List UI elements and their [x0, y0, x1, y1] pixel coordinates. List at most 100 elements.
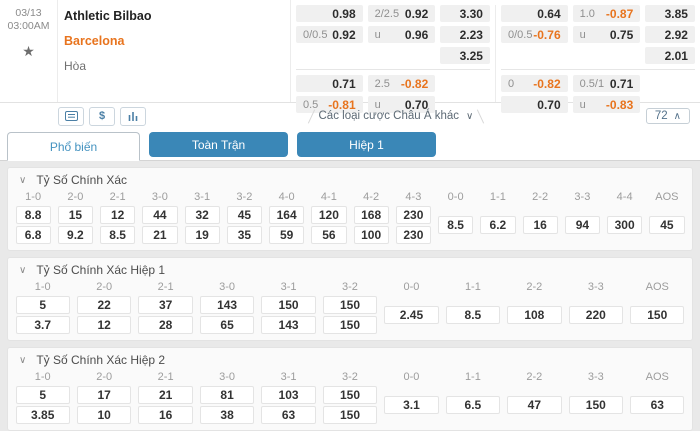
- tab-popular[interactable]: Phổ biến: [7, 132, 140, 161]
- score-odds-cell[interactable]: 6.2: [480, 216, 516, 234]
- score-odds-cell[interactable]: 9.2: [57, 226, 93, 244]
- stats-button[interactable]: [120, 106, 146, 126]
- score-odds-cell[interactable]: 3.1: [384, 396, 439, 414]
- score-odds-cell[interactable]: 6.8: [15, 226, 51, 244]
- score-odds-cell[interactable]: 63: [630, 396, 685, 414]
- score-odds-cell[interactable]: 59: [269, 226, 305, 244]
- score-odds-cell[interactable]: 150: [261, 296, 316, 314]
- over-under-odds-cell[interactable]: u 0.75: [572, 26, 641, 43]
- handicap-odds-cell[interactable]: 0.71: [296, 75, 363, 92]
- over-under-odds-cell[interactable]: 1.0 -0.87: [572, 5, 641, 22]
- score-odds-cell[interactable]: 300: [607, 216, 643, 234]
- handicap-odds-cell[interactable]: 0/0.5 0.92: [296, 26, 363, 43]
- score-header: 2-0: [67, 191, 84, 203]
- score-odds-cell[interactable]: 150: [568, 396, 624, 414]
- score-odds-cell[interactable]: 150: [630, 306, 685, 324]
- score-odds-cell[interactable]: 32: [184, 206, 220, 224]
- score-odds-cell[interactable]: 56: [311, 226, 347, 244]
- score-odds-cell[interactable]: 143: [261, 316, 316, 334]
- odds-1x2-cell[interactable]: 3.25: [440, 47, 490, 64]
- score-odds-cell[interactable]: 5: [15, 296, 70, 314]
- score-single-wrap: 2.45: [381, 295, 442, 335]
- score-odds-cell[interactable]: 108: [507, 306, 562, 324]
- score-odds-cell[interactable]: 3.85: [15, 406, 70, 424]
- score-odds-cell[interactable]: 16: [138, 406, 193, 424]
- score-odds-cell[interactable]: 21: [142, 226, 178, 244]
- score-odds-cell[interactable]: 6.5: [445, 396, 501, 414]
- score-odds-cell[interactable]: 8.5: [100, 226, 136, 244]
- score-odds-cell[interactable]: 38: [199, 406, 255, 424]
- score-odds-cell[interactable]: 164: [269, 206, 305, 224]
- over-under-odds-cell[interactable]: u -0.83: [572, 96, 641, 113]
- score-odds-cell[interactable]: 45: [649, 216, 685, 234]
- odds-1x2-cell[interactable]: 2.23: [440, 26, 490, 43]
- score-odds-cell[interactable]: 150: [322, 296, 378, 314]
- score-odds-cell[interactable]: 103: [261, 386, 316, 404]
- score-odds-cell[interactable]: 12: [76, 316, 132, 334]
- section-title: Tỷ Số Chính Xác: [36, 173, 128, 187]
- score-odds-cell[interactable]: 100: [353, 226, 389, 244]
- section-header[interactable]: ∨ Tỷ Số Chính Xác Hiệp 2: [8, 348, 692, 369]
- score-odds-cell[interactable]: 47: [507, 396, 562, 414]
- score-odds-cell[interactable]: 63: [261, 406, 316, 424]
- over-under-odds-cell[interactable]: 2/2.5 0.92: [367, 5, 436, 22]
- score-odds-cell[interactable]: 16: [522, 216, 558, 234]
- odds-1x2-cell[interactable]: 3.30: [440, 5, 490, 22]
- handicap-odds-cell[interactable]: 0.5 -0.81: [296, 96, 363, 113]
- score-odds-cell[interactable]: 28: [138, 316, 193, 334]
- handicap-odds-cell[interactable]: 0/0.5 -0.76: [501, 26, 568, 43]
- score-odds-cell[interactable]: 15: [57, 206, 93, 224]
- score-odds-cell[interactable]: 150: [322, 406, 378, 424]
- teams-column: Athletic Bilbao Barcelona Hòa: [58, 0, 290, 102]
- score-odds-cell[interactable]: 35: [226, 226, 262, 244]
- score-odds-cell[interactable]: 230: [395, 226, 431, 244]
- odds-1x2-cell[interactable]: 2.01: [645, 47, 695, 64]
- score-odds-cell[interactable]: 8.5: [438, 216, 474, 234]
- score-odds-cell[interactable]: 3.7: [15, 316, 70, 334]
- score-odds-cell[interactable]: 150: [322, 386, 378, 404]
- score-odds-cell[interactable]: 10: [76, 406, 132, 424]
- score-odds-cell[interactable]: 19: [184, 226, 220, 244]
- score-odds-cell[interactable]: 8.8: [15, 206, 51, 224]
- tab-full-match[interactable]: Toàn Trận: [149, 132, 288, 157]
- over-under-odds-cell[interactable]: u 0.70: [367, 96, 436, 113]
- handicap-odds-cell[interactable]: 0 -0.82: [501, 75, 568, 92]
- score-odds-cell[interactable]: 94: [564, 216, 600, 234]
- score-odds-cell[interactable]: 65: [199, 316, 255, 334]
- tab-first-half[interactable]: Hiệp 1: [297, 132, 436, 157]
- score-header: 4-4: [616, 191, 633, 203]
- section-header[interactable]: ∨ Tỷ Số Chính Xác: [8, 168, 692, 189]
- score-odds-cell[interactable]: 150: [322, 316, 378, 334]
- score-odds-cell[interactable]: 2.45: [384, 306, 439, 324]
- score-odds-cell[interactable]: 44: [142, 206, 178, 224]
- handicap-odds-cell[interactable]: 0.98: [296, 5, 363, 22]
- section-header[interactable]: ∨ Tỷ Số Chính Xác Hiệp 1: [8, 258, 692, 279]
- odds-1x2-cell[interactable]: 3.85: [645, 5, 695, 22]
- more-asian-bets-toggle[interactable]: Các loại cược Châu Á khác ∨: [146, 108, 646, 124]
- score-odds-cell[interactable]: 120: [311, 206, 347, 224]
- score-odds-cell[interactable]: 22: [76, 296, 132, 314]
- market-count-toggle[interactable]: 72 ∧: [645, 108, 690, 124]
- over-under-odds-cell[interactable]: 2.5 -0.82: [367, 75, 436, 92]
- score-odds-cell[interactable]: 17: [76, 386, 132, 404]
- score-odds-cell[interactable]: 81: [199, 386, 255, 404]
- over-under-odds-cell[interactable]: 0.5/1 0.71: [572, 75, 641, 92]
- handicap-odds-cell[interactable]: 0.70: [501, 96, 568, 113]
- score-odds-cell[interactable]: 8.5: [445, 306, 501, 324]
- handicap-odds-cell[interactable]: 0.64: [501, 5, 568, 22]
- score-odds-cell[interactable]: 230: [395, 206, 431, 224]
- dollar-odds-button[interactable]: $: [89, 106, 115, 126]
- live-stream-button[interactable]: [58, 106, 84, 126]
- odds-1x2-cell[interactable]: 2.92: [645, 26, 695, 43]
- score-odds-cell[interactable]: 5: [15, 386, 70, 404]
- score-odds-cell[interactable]: 168: [353, 206, 389, 224]
- favorite-star-icon[interactable]: ★: [22, 43, 35, 59]
- score-odds-cell[interactable]: 12: [100, 206, 136, 224]
- odds-empty-cell: [440, 75, 490, 92]
- over-under-odds-cell[interactable]: u 0.96: [367, 26, 436, 43]
- score-odds-cell[interactable]: 220: [568, 306, 624, 324]
- score-odds-cell[interactable]: 21: [138, 386, 193, 404]
- score-odds-cell[interactable]: 37: [138, 296, 193, 314]
- score-odds-cell[interactable]: 143: [199, 296, 255, 314]
- score-odds-cell[interactable]: 45: [226, 206, 262, 224]
